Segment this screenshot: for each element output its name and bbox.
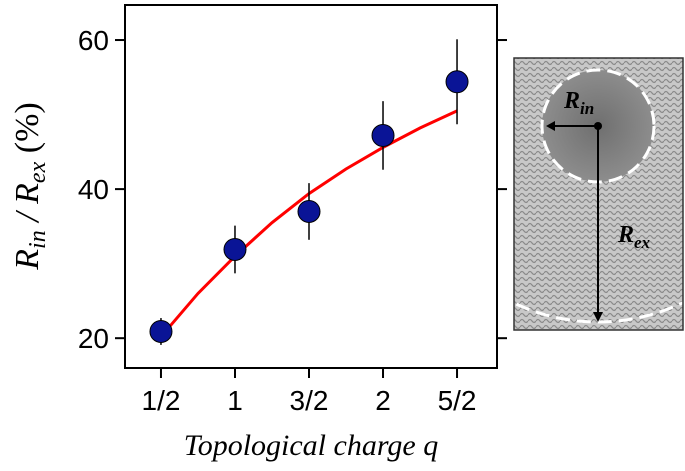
- label-part: (%): [9, 102, 46, 161]
- x-tick-label: 1: [227, 385, 243, 416]
- inset-label: Rex: [617, 222, 651, 252]
- inset-label: Rin: [563, 88, 594, 118]
- data-point: [371, 123, 395, 147]
- inset-frame: [513, 57, 684, 331]
- x-tick-label: 5/2: [438, 385, 477, 416]
- label-sub: in: [580, 99, 594, 118]
- data-point: [149, 319, 173, 343]
- y-tick-label: 20: [78, 323, 109, 354]
- y-tick-label: 60: [78, 25, 109, 56]
- y-axis-label: Rin / Rex (%): [9, 102, 51, 270]
- plot-frame: [124, 4, 498, 369]
- label-part: ex: [25, 161, 51, 183]
- label-main: R: [563, 88, 580, 114]
- x-tick-label: 2: [375, 385, 391, 416]
- y-tick-label: 40: [78, 174, 109, 205]
- inset-image: [514, 58, 683, 330]
- x-axis-label: Topological charge q: [184, 429, 438, 462]
- data-point: [223, 237, 247, 261]
- data-point: [445, 70, 469, 94]
- x-tick-label: 1/2: [142, 385, 181, 416]
- label-part: R: [9, 249, 46, 271]
- data-point: [297, 199, 321, 223]
- x-tick-label: 3/2: [290, 385, 329, 416]
- label-part: in: [25, 230, 51, 249]
- label-part: / R: [9, 183, 46, 230]
- label-main: R: [617, 222, 634, 248]
- label-sub: ex: [634, 233, 651, 252]
